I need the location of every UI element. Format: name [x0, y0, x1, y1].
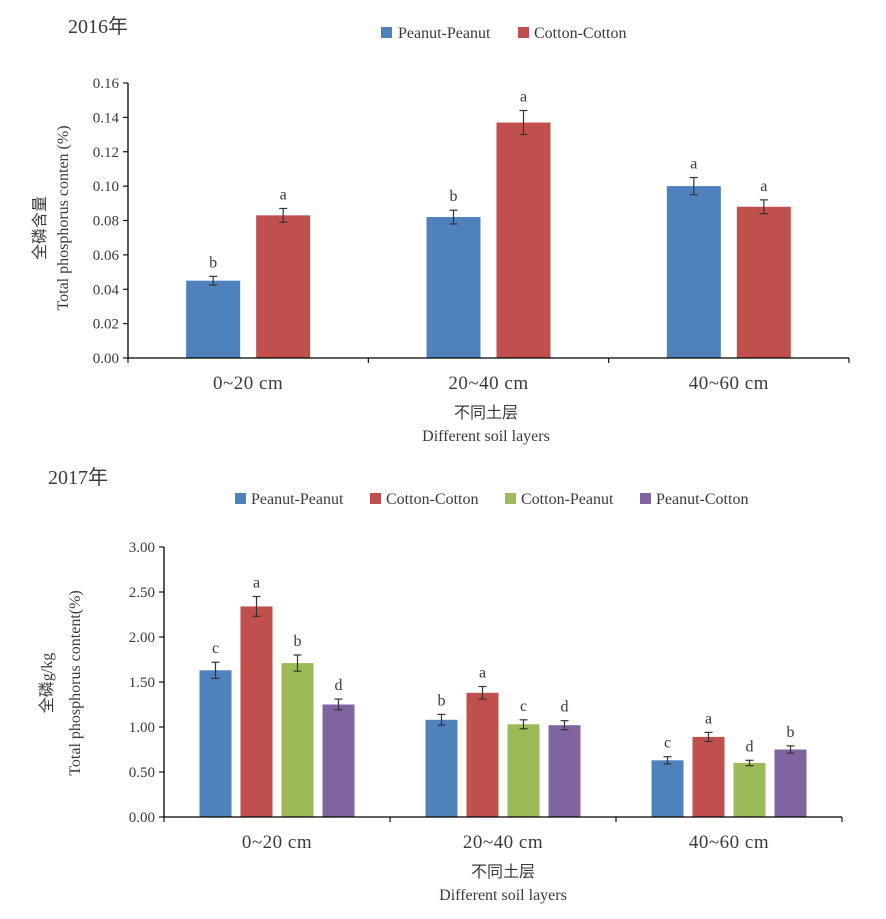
significance-label: a — [253, 575, 260, 592]
legend-swatch — [640, 493, 651, 504]
bar — [322, 704, 355, 817]
bar — [692, 736, 725, 817]
chart-2017: 2017年 Peanut-Peanut Cotton-Cotton Cotton… — [38, 466, 843, 904]
x-tick-label: 20~40 cm — [463, 832, 543, 853]
significance-label: a — [705, 710, 712, 727]
y-axis-label-cn: 全磷g/kg — [38, 653, 56, 713]
y-axis: 0.00 0.50 1.00 1.50 2.00 2.50 3.00 — [129, 540, 165, 826]
bar — [507, 724, 540, 817]
x-tick-label: 40~60 cm — [689, 832, 769, 853]
y-tick-label: 1.00 — [129, 720, 155, 736]
y-axis-label: Total phosphorus content(%) — [67, 590, 84, 776]
significance-label: b — [294, 633, 302, 650]
legend-label: Cotton-Cotton — [386, 491, 478, 508]
significance-label: a — [760, 178, 767, 195]
legend-label: Peanut-Cotton — [656, 491, 748, 508]
significance-label: d — [561, 699, 569, 716]
bar — [240, 606, 273, 817]
significance-label: d — [746, 738, 754, 755]
x-tick-label: 0~20 cm — [213, 373, 283, 394]
y-tick-label: 2.50 — [129, 585, 155, 601]
x-axis-label-cn: 不同土层 — [471, 863, 535, 881]
y-axis: 0.00 0.02 0.04 0.06 0.08 0.10 0.12 0.14 0.16 — [93, 76, 129, 367]
bar — [666, 186, 721, 358]
x-tick-label: 0~20 cm — [242, 832, 312, 853]
y-tick-label: 1.50 — [129, 675, 155, 691]
bar — [186, 280, 241, 358]
significance-label: b — [438, 692, 446, 709]
significance-label: c — [212, 640, 219, 657]
significance-label: c — [520, 698, 527, 715]
legend-label: Cotton-Cotton — [534, 25, 626, 42]
significance-label: a — [280, 186, 287, 203]
significance-label: d — [335, 677, 343, 694]
x-axis-label: Different soil layers — [422, 428, 550, 445]
y-tick-label: 0.16 — [93, 76, 120, 92]
y-tick-label: 0.02 — [93, 317, 119, 333]
significance-label: b — [450, 188, 458, 205]
bar — [466, 692, 499, 817]
x-tick-label: 20~40 cm — [448, 373, 528, 394]
y-tick-label: 0.04 — [93, 282, 120, 298]
significance-label: a — [690, 156, 697, 173]
legend-swatch — [235, 493, 246, 504]
legend-swatch — [370, 493, 381, 504]
y-axis-label: Total phosphorus conten (%) — [55, 125, 72, 310]
significance-label: c — [664, 735, 671, 752]
legend-label: Cotton-Peanut — [521, 491, 614, 508]
bar — [426, 217, 481, 358]
y-axis-title: 全磷含量 Total phosphorus conten (%) — [31, 125, 72, 310]
significance-label: a — [479, 665, 486, 682]
bar — [774, 749, 807, 817]
legend-swatch — [381, 27, 392, 38]
y-tick-label: 0.12 — [93, 145, 119, 161]
x-axis: 0~20 cm 20~40 cm 40~60 cm — [127, 357, 850, 394]
bar — [425, 719, 458, 817]
y-axis-label-cn: 全磷含量 — [31, 196, 49, 260]
y-tick-label: 0.08 — [93, 214, 119, 230]
x-axis-label: Different soil layers — [439, 887, 567, 904]
significance-label: b — [787, 724, 795, 741]
bar — [496, 122, 551, 358]
bars: c a b d b a c d c a d b — [199, 575, 807, 817]
x-axis-label-cn: 不同土层 — [454, 404, 518, 422]
y-tick-label: 0.00 — [93, 351, 119, 367]
legend-label: Peanut-Peanut — [251, 491, 344, 508]
significance-label: b — [209, 254, 217, 271]
legend-label: Peanut-Peanut — [398, 25, 491, 42]
bar — [651, 760, 684, 817]
y-tick-label: 3.00 — [129, 540, 155, 556]
bar — [256, 215, 311, 358]
bar — [733, 763, 766, 817]
bar — [548, 725, 581, 817]
y-tick-label: 0.14 — [93, 110, 120, 126]
chart-title: 2016年 — [68, 15, 128, 38]
y-tick-label: 2.00 — [129, 630, 155, 646]
chart-title: 2017年 — [48, 466, 108, 489]
legend-swatch — [505, 493, 516, 504]
significance-label: a — [520, 89, 527, 106]
x-axis: 0~20 cm 20~40 cm 40~60 cm — [163, 816, 843, 853]
legend: Peanut-Peanut Cotton-Cotton — [381, 25, 626, 42]
bar — [199, 670, 232, 817]
legend-swatch — [518, 27, 529, 38]
y-axis-title: 全磷g/kg Total phosphorus content(%) — [38, 590, 84, 776]
y-tick-label: 0.50 — [129, 765, 155, 781]
x-tick-label: 40~60 cm — [689, 373, 769, 394]
y-tick-label: 0.10 — [93, 179, 119, 195]
legend: Peanut-Peanut Cotton-Cotton Cotton-Peanu… — [235, 491, 748, 508]
bar — [736, 206, 791, 358]
chart-2016: 2016年 Peanut-Peanut Cotton-Cotton 全磷含量 T… — [31, 15, 850, 445]
y-tick-label: 0.00 — [129, 810, 155, 826]
y-tick-label: 0.06 — [93, 248, 120, 264]
bars: b a b a a a — [186, 89, 791, 358]
bar — [281, 663, 314, 817]
